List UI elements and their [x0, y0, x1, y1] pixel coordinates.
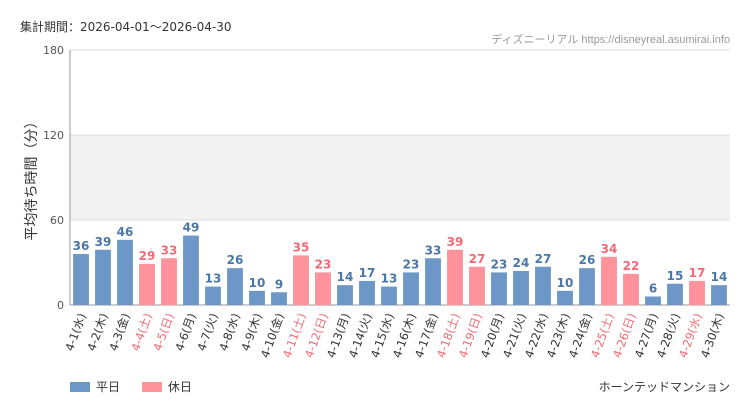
bar [601, 256, 617, 305]
bar-value-label: 10 [249, 276, 266, 290]
y-axis-label: 平均待ち時間（分） [24, 115, 40, 241]
bar [513, 271, 529, 305]
legend-weekday-label: 平日 [96, 380, 121, 394]
bar [403, 272, 419, 305]
legend-holiday: 休日 [141, 378, 192, 395]
bar-value-label: 27 [469, 252, 486, 266]
bar [491, 272, 507, 305]
bar-value-label: 35 [293, 240, 310, 254]
bar [161, 258, 177, 305]
bar [469, 266, 485, 305]
bar [183, 235, 199, 305]
bar-value-label: 23 [315, 257, 332, 271]
legend-weekday-swatch [70, 382, 90, 392]
bar-value-label: 22 [623, 259, 640, 273]
bar-value-label: 14 [337, 270, 354, 284]
bar-value-label: 17 [689, 266, 706, 280]
bar-value-label: 33 [161, 243, 178, 257]
bar-value-label: 49 [183, 221, 200, 235]
bar [117, 239, 133, 305]
bar-value-label: 36 [73, 239, 90, 253]
bar-value-label: 6 [649, 282, 657, 296]
legend: 平日 休日 [70, 378, 210, 395]
bar-value-label: 13 [205, 272, 222, 286]
y-tick-label: 120 [43, 129, 64, 142]
legend-holiday-swatch [141, 382, 162, 392]
bar-value-label: 23 [491, 257, 508, 271]
legend-weekday: 平日 [70, 378, 120, 395]
bar [249, 290, 265, 305]
y-tick-label: 0 [57, 299, 64, 312]
bar-value-label: 46 [117, 225, 134, 239]
bar-value-label: 39 [447, 235, 464, 249]
period-label: 集計期間：2026-04-01〜2026-04-30 [20, 20, 232, 34]
bar-value-label: 15 [667, 269, 684, 283]
bar [205, 286, 221, 305]
bar-value-label: 13 [381, 272, 398, 286]
bar [293, 255, 309, 305]
bar-value-label: 26 [227, 253, 244, 267]
bar [425, 258, 441, 305]
bar [271, 292, 287, 305]
bar [315, 272, 331, 305]
bar [557, 290, 573, 305]
bar [689, 280, 705, 305]
legend-holiday-label: 休日 [167, 380, 192, 394]
shaded-band [70, 135, 730, 220]
bar [711, 285, 727, 305]
bar [535, 266, 551, 305]
bar [139, 263, 155, 305]
bar-value-label: 24 [513, 256, 530, 270]
bar-value-label: 14 [711, 270, 728, 284]
bar-value-label: 26 [579, 253, 596, 267]
bar [227, 268, 243, 305]
bar-value-label: 34 [601, 242, 618, 256]
bar-value-label: 39 [95, 235, 112, 249]
bar [645, 296, 661, 305]
bar-value-label: 9 [275, 277, 283, 291]
bar [73, 254, 89, 305]
bar [381, 286, 397, 305]
bar-value-label: 17 [359, 266, 376, 280]
bar-value-label: 23 [403, 257, 420, 271]
bar-value-label: 27 [535, 252, 552, 266]
bar-value-label: 29 [139, 249, 156, 263]
bar [579, 268, 595, 305]
bar [359, 280, 375, 305]
bar-value-label: 10 [557, 276, 574, 290]
y-tick-label: 180 [43, 44, 64, 57]
bar [623, 273, 639, 305]
source-label: ディズニーリアル https://disneyreal.asumirai.inf… [491, 34, 730, 46]
bar [95, 249, 111, 305]
bar [337, 285, 353, 305]
attraction-name: ホーンテッドマンション [598, 380, 730, 394]
bar-value-label: 33 [425, 243, 442, 257]
y-tick-label: 60 [50, 214, 64, 227]
bar [447, 249, 463, 305]
bar [667, 283, 683, 305]
